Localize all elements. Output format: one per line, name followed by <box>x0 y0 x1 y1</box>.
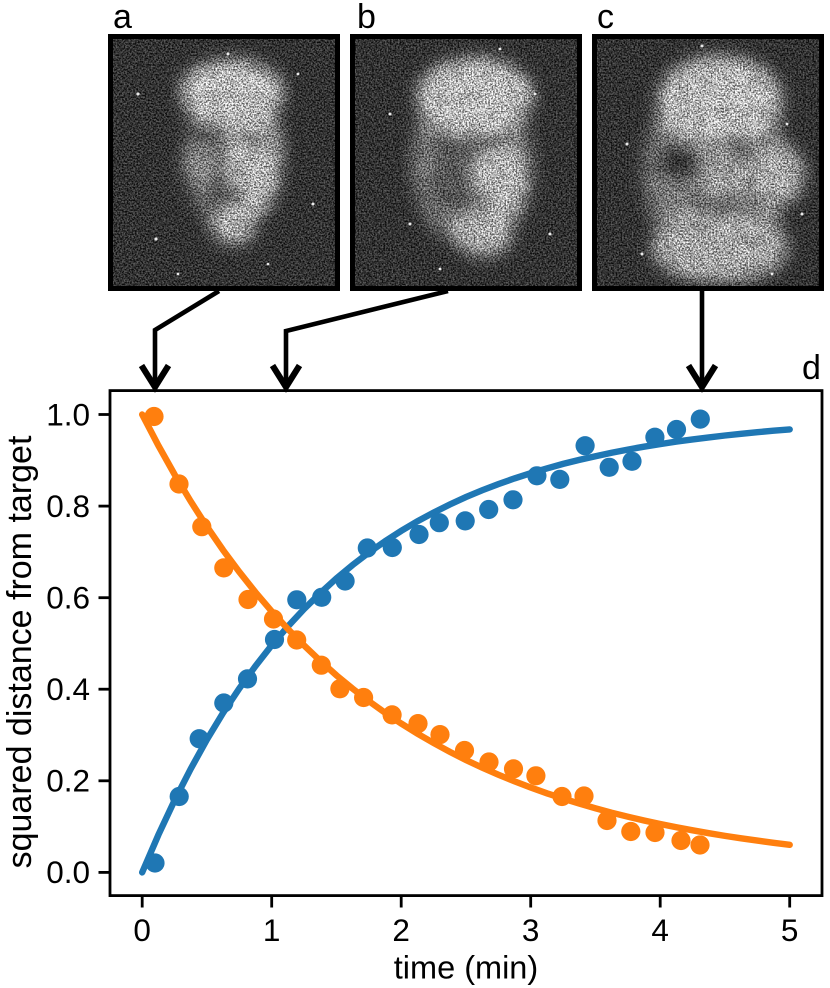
svg-text:time (min): time (min) <box>394 950 538 986</box>
svg-text:0: 0 <box>133 912 151 948</box>
svg-text:5: 5 <box>781 912 799 948</box>
svg-text:0.0: 0.0 <box>46 854 90 890</box>
svg-text:4: 4 <box>651 912 669 948</box>
svg-text:0.4: 0.4 <box>46 671 90 707</box>
svg-text:0.6: 0.6 <box>46 580 90 616</box>
svg-text:2: 2 <box>392 912 410 948</box>
svg-text:1: 1 <box>263 912 281 948</box>
svg-text:b: b <box>357 0 376 36</box>
svg-text:3: 3 <box>522 912 540 948</box>
svg-text:a: a <box>113 0 132 36</box>
svg-text:squared distance from target: squared distance from target <box>1 435 39 868</box>
svg-text:c: c <box>597 0 614 36</box>
svg-text:0.2: 0.2 <box>46 763 90 799</box>
svg-text:1.0: 1.0 <box>46 397 90 433</box>
svg-text:d: d <box>802 349 821 387</box>
svg-text:0.8: 0.8 <box>46 488 90 524</box>
